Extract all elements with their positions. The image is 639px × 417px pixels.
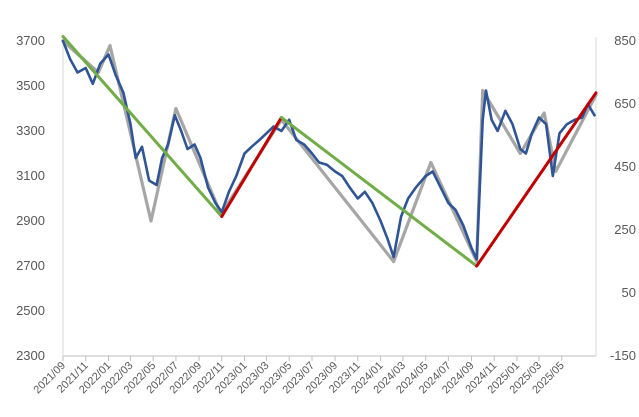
y2-tick-label: 250 (614, 222, 636, 237)
series-line-2 (61, 35, 224, 218)
y-tick-label: 3100 (16, 168, 45, 183)
y2-tick-label: 650 (614, 96, 636, 111)
series-line-4 (279, 116, 479, 268)
y-tick-label: 3700 (16, 33, 45, 48)
series-line-0 (61, 39, 596, 261)
y-tick-label: 3300 (16, 123, 45, 138)
y2-tick-label: -150 (610, 348, 636, 363)
y2-tick-label: 850 (614, 33, 636, 48)
y-tick-label: 2700 (16, 258, 45, 273)
series-line-3 (220, 116, 283, 218)
y-tick-label: 2500 (16, 303, 45, 318)
y-tick-label: 2300 (16, 348, 45, 363)
y2-tick-label: 450 (614, 159, 636, 174)
chart-series (61, 35, 598, 268)
chart-axes (62, 37, 597, 361)
y-tick-label: 2900 (16, 213, 45, 228)
series-line-5 (475, 91, 598, 268)
y2-tick-label: 50 (622, 285, 636, 300)
y-tick-label: 3500 (16, 78, 45, 93)
